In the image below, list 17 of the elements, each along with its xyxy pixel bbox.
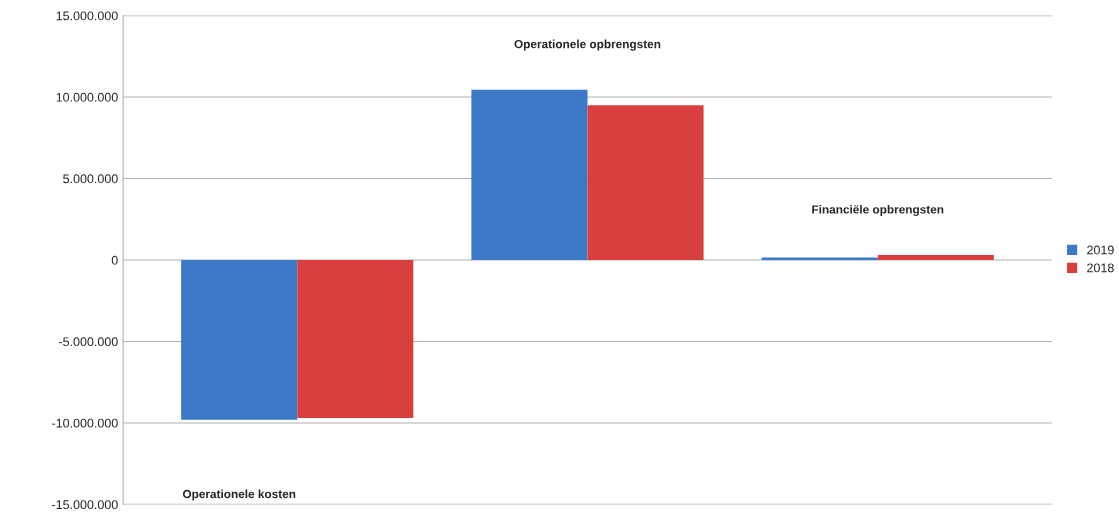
x-tick-label: Operationele opbrengsten: [514, 39, 661, 51]
y-tick-label: -15.000.000: [52, 500, 118, 510]
y-tick-label: -10.000.000: [52, 418, 118, 428]
legend-label: 2019: [1087, 245, 1114, 255]
bar: [587, 105, 704, 260]
x-tick-label: Financiële opbrengsten: [812, 204, 944, 217]
y-tick-label: -5.000.000: [59, 337, 118, 347]
bar: [181, 260, 298, 420]
bar: [877, 255, 994, 260]
bar: [471, 89, 588, 260]
x-tick-label: Operationele kosten: [182, 489, 296, 501]
y-tick-label: 5.000.000: [63, 174, 118, 184]
y-tick-label: 0: [111, 255, 118, 265]
legend-label: 2018: [1087, 263, 1114, 273]
y-tick-label: 15.000.000: [56, 11, 118, 21]
bar: [297, 260, 414, 419]
y-tick-label: 10.000.000: [56, 92, 118, 102]
